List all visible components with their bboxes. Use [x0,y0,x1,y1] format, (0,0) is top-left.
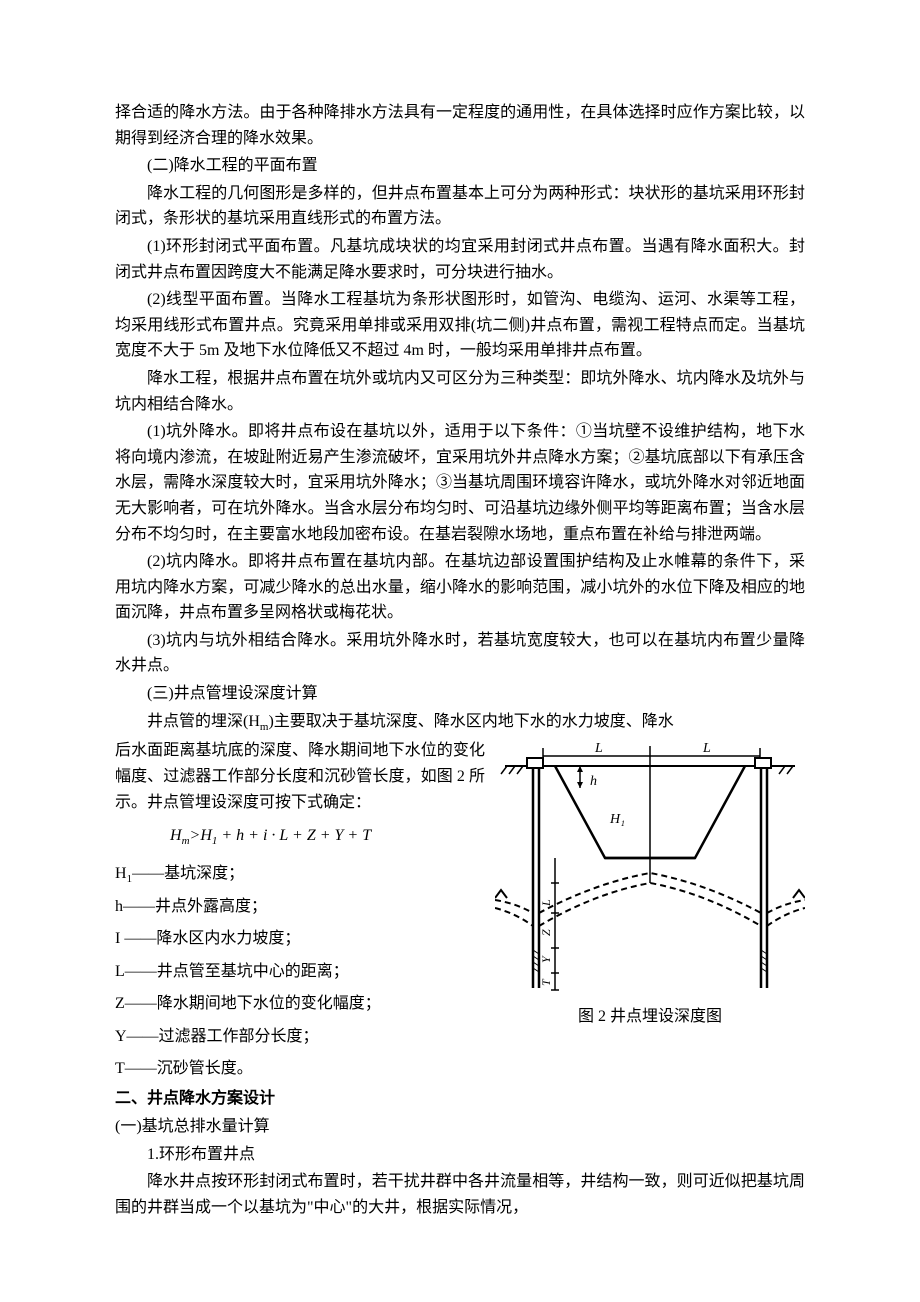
fig-label-Z: Z [539,929,553,936]
section-5-title: 1.环形布置井点 [115,1142,805,1168]
fig-label-Y: Y [539,955,553,963]
fig-label-T: T [539,978,553,986]
formula-H1: H [200,827,212,844]
paragraph-6: (1)坑外降水。即将井点布设在基坑以外，适用于以下条件：①当坑壁不设维护结构，地… [115,419,805,547]
section-4-title: (一)基坑总排水量计算 [115,1114,805,1140]
fig-label-H1: H₁ [609,812,625,827]
section-3-title: (三)井点管埋设深度计算 [115,681,805,707]
fig-label-L2: L [702,741,711,756]
paragraph-3: (1)环形封闭式平面布置。凡基坑成块状的均宜采用封闭式井点布置。当遇有降水面积大… [115,234,805,285]
def-t: T——沉砂管长度。 [115,1054,805,1084]
paragraph-7: (2)坑内降水。即将井点布置在基坑内部。在基坑边部设置围护结构及止水帷幕的条件下… [115,549,805,626]
paragraph-4: (2)线型平面布置。当降水工程基坑为条形状图形时，如管沟、电缆沟、运河、水渠等工… [115,287,805,364]
formula-sub-m: m [182,835,190,847]
heading-2: 二、井点降水方案设计 [115,1086,805,1112]
paragraph-9-line1: 井点管的埋深(Hm)主要取决于基坑深度、降水区内地下水的水力坡度、降水 [115,709,805,737]
paragraph-5: 降水工程，根据井点布置在坑外或坑内又可区分为三种类型：即坑外降水、坑内降水及坑外… [115,366,805,417]
fig-label-h: h [590,774,597,789]
def-h1-sym: H [115,865,127,882]
figure-2-caption: 图 2 井点埋设深度图 [495,1004,805,1030]
formula-H: H [170,827,182,844]
figure-2-box: L L h H₁ [495,738,805,1030]
paragraph-2: 降水工程的几何图形是多样的，但井点布置基本上可分为两种形式：块状形的基坑采用环形… [115,181,805,232]
paragraph-10: 降水井点按环形封闭式布置时，若干扰井群中各井流量相等，井结构一致，则可近似把基坑… [115,1169,805,1220]
section-2-title: (二)降水工程的平面布置 [115,153,805,179]
fig-label-L-side: L [539,899,553,907]
fig-label-L1: L [594,741,603,756]
formula-rest: + h + i · L + Z + Y + T [217,827,371,844]
figure-wrap-section: L L h H₁ [115,738,805,1086]
def-h1-text: ——基坑深度； [132,865,244,882]
p9-part-b: )主要取决于基坑深度、降水区内地下水的水力坡度、降水 [268,713,673,730]
paragraph-continuation: 择合适的降水方法。由于各种降排水方法具有一定程度的通用性，在具体选择时应作方案比… [115,100,805,151]
formula-gt: > [190,827,201,844]
figure-2-svg: L L h H₁ [495,738,805,998]
p9-part-a: 井点管的埋深(H [147,713,260,730]
paragraph-8: (3)坑内与坑外相结合降水。采用坑外降水时，若基坑宽度较大，也可以在基坑内布置少… [115,628,805,679]
